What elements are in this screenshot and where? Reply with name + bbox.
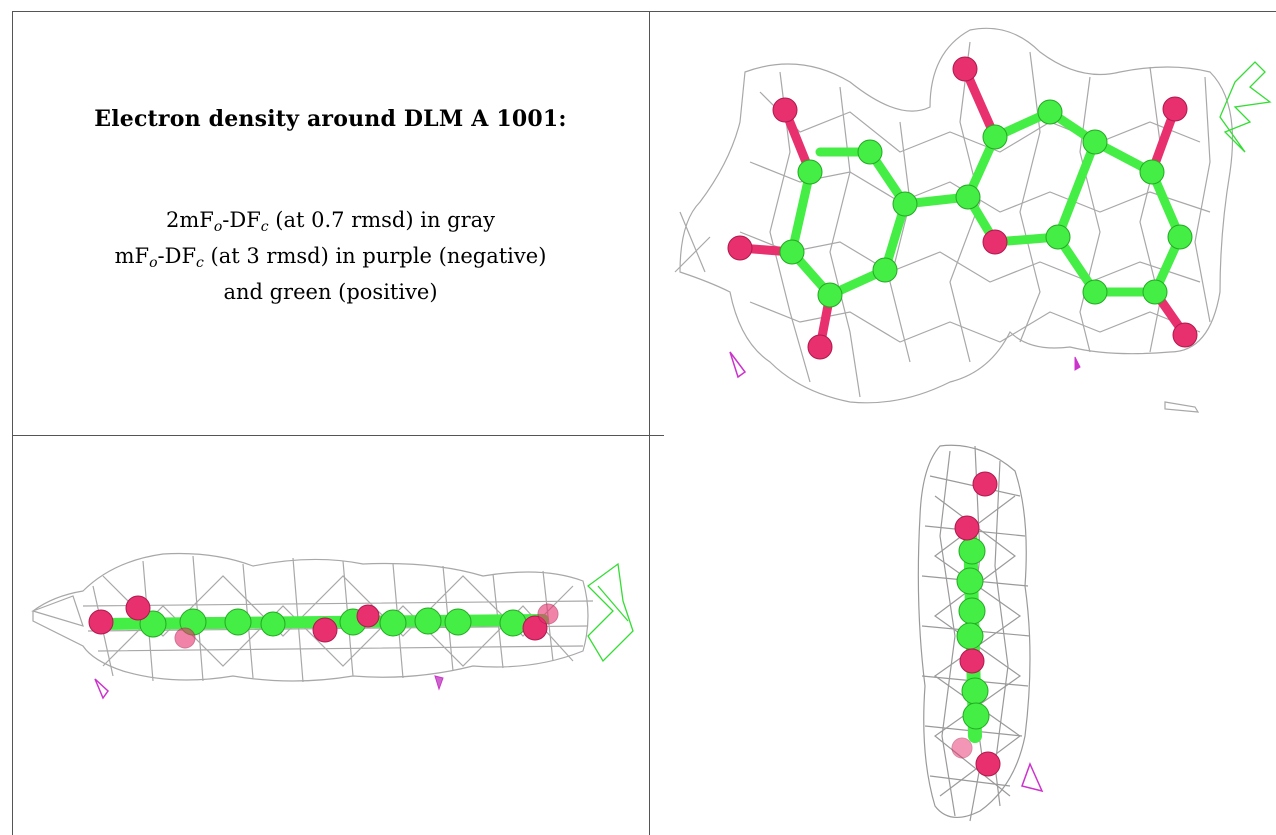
oxygen-atoms [727, 56, 1198, 360]
oxygen-atoms-side [88, 595, 559, 649]
density-view-side-svg [31, 552, 634, 700]
caption-line-positive: and green (positive) [223, 280, 438, 304]
mesh-fofc-negative-side-1 [94, 678, 109, 700]
caption-title: Electron density around DLM A 1001: [94, 106, 567, 132]
mesh-fofc-positive [1219, 61, 1272, 153]
caption-cell: Electron density around DLM A 1001: 2mFo… [12, 12, 649, 434]
density-view-top [650, 12, 1276, 435]
mesh-fofc-negative-1 [729, 351, 747, 379]
table-divider-vertical [649, 11, 650, 835]
mesh-fofc-positive-side [587, 562, 634, 663]
density-view-end-svg [917, 444, 1044, 822]
mesh-2fofc [674, 27, 1234, 413]
table-border-left [12, 11, 13, 835]
table-divider-horizontal [12, 435, 664, 436]
density-view-top-svg [674, 27, 1272, 413]
mesh-fofc-negative-side-2 [434, 675, 444, 691]
caption-line-2fofc: 2mFo-DFc (at 0.7 rmsd) in gray [165, 208, 496, 235]
table-border-top [12, 11, 1276, 12]
mesh-fofc-negative-2 [1074, 356, 1081, 371]
mesh-fofc-negative-end [1021, 761, 1044, 793]
caption-line-fofc: mFo-DFc (at 3 rmsd) in purple (negative) [114, 244, 547, 271]
carbon-atoms-end [956, 537, 990, 730]
density-view-end [650, 436, 1276, 835]
carbon-atoms [779, 99, 1193, 308]
density-view-side [13, 436, 649, 835]
oxygen-atoms-end [951, 471, 1001, 777]
carbon-atoms-side [139, 607, 527, 638]
